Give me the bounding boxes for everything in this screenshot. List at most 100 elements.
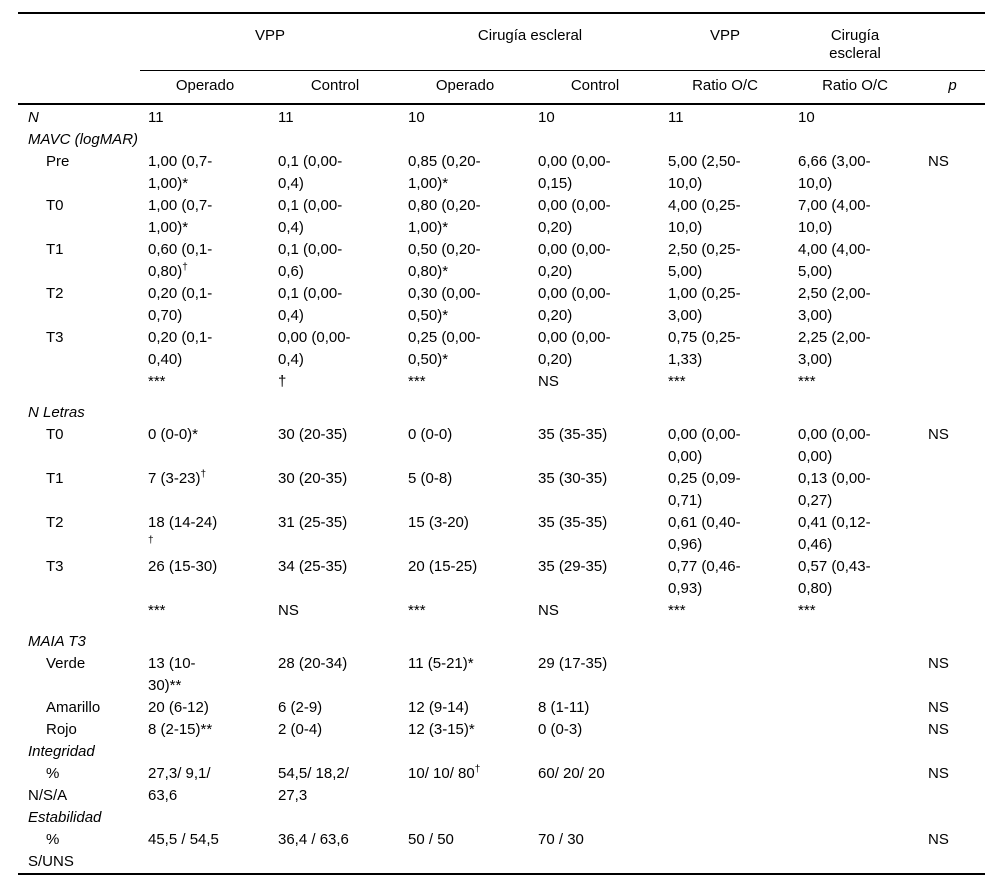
cell-escleral-ratio <box>790 129 920 151</box>
cell-vpp-control <box>270 129 400 151</box>
cell-escleral-operado: 10 <box>408 109 425 126</box>
row-label: T1 <box>46 241 64 258</box>
cell-vpp-operado: 8 (2-15)** <box>148 721 213 738</box>
cell-vpp-ratio: 5,00 (2,50- 10,0) <box>668 153 741 192</box>
row-label: % S/UNS <box>28 831 74 870</box>
cell-escleral-operado: 0,25 (0,00- 0,50)* <box>408 329 481 368</box>
cell-p-value <box>920 129 985 151</box>
cell-escleral-ratio <box>790 741 920 763</box>
column-header-control-escleral: Control <box>530 70 661 105</box>
cell-vpp-operado <box>140 631 270 653</box>
cell-escleral-control: 35 (35-35) <box>538 426 608 443</box>
cell-vpp-control: 6 (2-9) <box>278 699 323 716</box>
row-label: Pre <box>46 153 70 170</box>
cell-vpp-ratio <box>660 719 790 741</box>
table-row: T1 7 (3-23)† 30 (20-35) 5 (0-8) 35 (30-3… <box>18 468 985 512</box>
table-row: T2 18 (14-24) † 31 (25-35) 15 (3-20) 35 … <box>18 512 985 556</box>
cell-escleral-operado: 50 / 50 <box>408 831 454 848</box>
row-label: Rojo <box>46 721 77 738</box>
cell-escleral-control: NS <box>538 373 559 390</box>
table-row: Verde 13 (10- 30)** 28 (20-34) 11 (5-21)… <box>18 653 985 697</box>
cell-escleral-ratio: 4,00 (4,00- 5,00) <box>798 241 871 280</box>
row-label: Amarillo <box>46 699 101 716</box>
cell-vpp-operado: 0,60 (0,1- 0,80)† <box>148 241 213 280</box>
group-header-vpp-ratio-label: VPP <box>710 27 741 44</box>
cell-escleral-control <box>530 807 660 829</box>
cell-vpp-operado <box>140 807 270 829</box>
table-row: N 11 11 10 10 11 10 <box>18 104 985 129</box>
cell-escleral-ratio: 0,57 (0,43- 0,80) <box>798 558 871 597</box>
cell-vpp-operado: 27,3/ 9,1/ 63,6 <box>148 765 211 804</box>
cell-escleral-operado: 12 (9-14) <box>408 699 469 716</box>
cell-escleral-ratio: 0,00 (0,00- 0,00) <box>798 426 871 465</box>
cell-vpp-ratio <box>660 807 790 829</box>
column-header-ratio-escleral: Ratio O/C <box>790 70 921 105</box>
cell-vpp-control: 31 (25-35) <box>278 514 348 531</box>
cell-p-value <box>920 512 985 556</box>
cell-p-value: NS <box>928 153 949 170</box>
cell-vpp-operado <box>140 129 270 151</box>
cell-p-value <box>920 195 985 239</box>
cell-vpp-control: 36,4 / 63,6 <box>278 831 349 848</box>
cell-escleral-ratio <box>790 402 920 424</box>
cell-vpp-ratio: 0,77 (0,46- 0,93) <box>668 558 741 597</box>
cell-escleral-operado: 5 (0-8) <box>408 470 453 487</box>
cell-escleral-control: 0,00 (0,00- 0,20) <box>538 197 611 236</box>
cell-escleral-operado <box>400 402 530 424</box>
cell-vpp-control: 30 (20-35) <box>278 470 348 487</box>
cell-vpp-ratio: 1,00 (0,25- 3,00) <box>668 285 741 324</box>
cell-escleral-ratio <box>790 631 920 653</box>
cell-vpp-ratio <box>660 741 790 763</box>
cell-escleral-operado <box>400 807 530 829</box>
row-label <box>18 600 140 631</box>
cell-escleral-operado: *** <box>408 373 426 390</box>
cell-vpp-ratio <box>660 653 790 697</box>
cell-vpp-operado: 13 (10- 30)** <box>148 655 196 694</box>
row-label: Integridad <box>28 743 95 760</box>
cell-vpp-control: 30 (20-35) <box>278 426 348 443</box>
cell-escleral-ratio: 6,66 (3,00- 10,0) <box>798 153 871 192</box>
cell-vpp-ratio: 0,61 (0,40- 0,96) <box>668 514 741 553</box>
row-label: T2 <box>46 285 64 302</box>
cell-vpp-operado: 11 <box>148 109 164 126</box>
cell-vpp-operado: 0 (0-0)* <box>148 426 199 443</box>
cell-vpp-ratio <box>660 402 790 424</box>
cell-vpp-ratio: *** <box>668 602 686 619</box>
cell-escleral-operado: 20 (15-25) <box>408 558 478 575</box>
cell-vpp-control: 2 (0-4) <box>278 721 323 738</box>
cell-escleral-control <box>530 741 660 763</box>
row-label: N Letras <box>28 404 85 421</box>
cell-vpp-ratio <box>660 631 790 653</box>
cell-vpp-ratio <box>660 129 790 151</box>
table-row: MAVC (logMAR) <box>18 129 985 151</box>
cell-escleral-control: 0,00 (0,00- 0,15) <box>538 153 611 192</box>
cell-escleral-ratio: *** <box>798 373 816 390</box>
cell-escleral-control: 35 (29-35) <box>538 558 608 575</box>
row-label: T1 <box>46 470 64 487</box>
cell-escleral-control: NS <box>538 602 559 619</box>
cell-escleral-operado: 0,50 (0,20- 0,80)* <box>408 241 481 280</box>
column-header-operado-vpp: Operado <box>140 70 270 105</box>
group-header-vpp: VPP <box>140 13 401 71</box>
table-row: T0 1,00 (0,7- 1,00)* 0,1 (0,00- 0,4) 0,8… <box>18 195 985 239</box>
group-header-cirugia-escleral-label: Cirugía escleral <box>477 27 583 44</box>
cell-p-value <box>920 468 985 512</box>
table-row: T3 0,20 (0,1- 0,40) 0,00 (0,00- 0,4) 0,2… <box>18 327 985 371</box>
column-header-operado-escleral: Operado <box>400 70 531 105</box>
cell-escleral-control: 70 / 30 <box>538 831 584 848</box>
cell-vpp-operado <box>140 741 270 763</box>
cell-vpp-control: † <box>278 373 287 390</box>
cell-p-value <box>920 631 985 653</box>
column-header-control-vpp: Control <box>270 70 401 105</box>
cell-escleral-ratio: 0,13 (0,00- 0,27) <box>798 470 871 509</box>
cell-vpp-ratio: 0,00 (0,00- 0,00) <box>668 426 741 465</box>
cell-escleral-operado: 10/ 10/ 80† <box>408 764 481 783</box>
cell-p-value <box>920 239 985 283</box>
cell-vpp-operado: 0,20 (0,1- 0,70) <box>148 285 213 324</box>
cell-escleral-control: 0 (0-3) <box>538 721 583 738</box>
row-label: T0 <box>46 197 64 214</box>
cell-escleral-control: 10 <box>538 109 555 126</box>
cell-vpp-control <box>270 807 400 829</box>
cell-vpp-operado: 1,00 (0,7- 1,00)* <box>148 153 213 192</box>
